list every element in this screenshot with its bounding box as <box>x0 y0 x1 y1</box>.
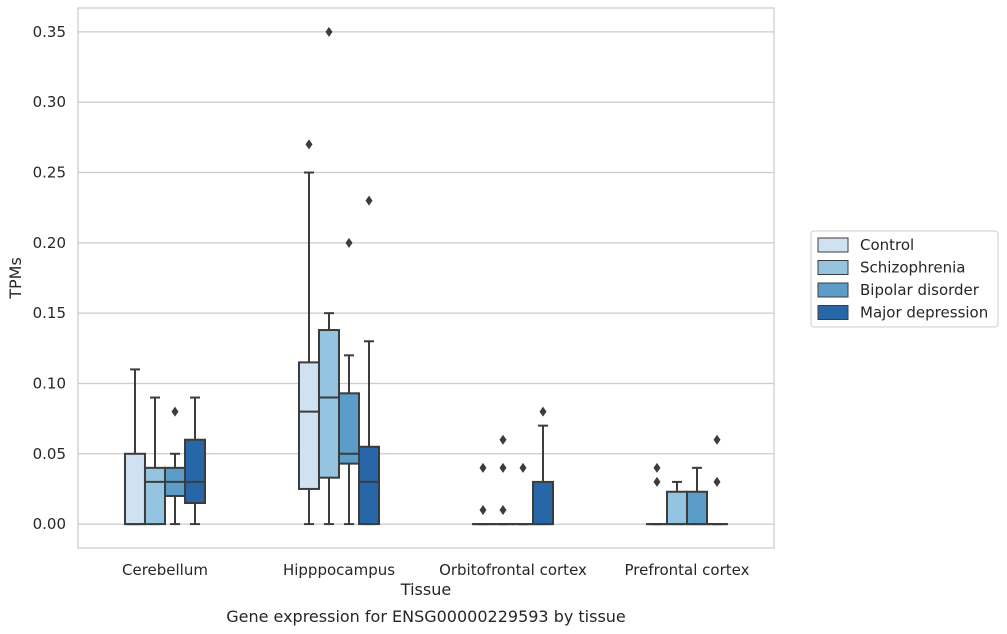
box-iqr <box>686 490 709 526</box>
legend-swatch <box>817 260 849 275</box>
x-tick-label: Orbitofrontal cortex <box>439 561 587 579</box>
box-iqr <box>317 329 340 479</box>
x-tick-label: Cerebellum <box>122 561 208 579</box>
box-iqr <box>665 490 688 526</box>
outlier-point <box>539 406 547 417</box>
x-tick-label: Prefrontal cortex <box>625 561 750 579</box>
box-control <box>123 368 146 526</box>
box-major-depression <box>706 434 729 526</box>
outlier-point <box>171 406 179 417</box>
box-schizophrenia <box>143 396 167 526</box>
outlier-point <box>345 237 353 248</box>
box-iqr <box>338 392 361 465</box>
y-tick-label: 0.05 <box>33 445 66 463</box>
box-iqr <box>123 452 146 526</box>
y-tick-label: 0.15 <box>33 304 66 322</box>
y-tick-label: 0.20 <box>33 234 66 252</box>
y-tick-label: 0.00 <box>33 515 66 533</box>
box-iqr <box>184 438 207 504</box>
outlier-point <box>305 139 313 150</box>
box-control <box>645 462 668 526</box>
boxes-group <box>123 26 729 526</box>
outlier-point <box>653 476 661 487</box>
legend-label: Bipolar disorder <box>860 281 980 299</box>
legend-label: Control <box>860 236 914 254</box>
y-tick-labels: 0.00 0.05 0.10 0.15 0.20 0.25 0.30 0.35 <box>33 23 66 533</box>
legend-frame <box>810 230 999 328</box>
box-bipolar-disorder <box>338 237 361 526</box>
box-iqr <box>532 480 555 526</box>
box-major-depression <box>358 195 381 526</box>
y-tick-label: 0.35 <box>33 23 66 41</box>
legend: Control Schizophrenia Bipolar disorder Majo… <box>810 230 999 328</box>
chart-caption: Gene expression for ENSG00000229593 by t… <box>226 607 626 626</box>
legend-swatch <box>817 305 849 320</box>
x-tick-label: Hipppocampus <box>283 561 395 579</box>
box-major-depression <box>184 396 207 526</box>
y-tick-label: 0.10 <box>33 374 66 392</box>
legend-swatch <box>817 282 849 298</box>
legend-swatch <box>817 237 849 253</box>
y-tick-label: 0.25 <box>33 164 66 182</box>
box-major-depression <box>532 406 555 526</box>
outlier-point <box>713 476 721 487</box>
outlier-point <box>479 505 487 516</box>
box-schizophrenia <box>665 480 688 526</box>
box-iqr <box>143 466 167 526</box>
x-tick-labels: Cerebellum Hipppocampus Orbitofrontal cort… <box>122 561 750 579</box>
outlier-point <box>653 462 661 473</box>
y-axis-label: TPMs <box>6 257 25 300</box>
box-iqr <box>358 445 381 526</box>
box-bipolar-disorder <box>686 466 709 526</box>
outlier-point <box>479 462 487 473</box>
outlier-point <box>499 462 507 473</box>
outlier-point <box>713 434 721 445</box>
plot-frame <box>77 7 775 549</box>
outlier-point <box>499 434 507 445</box>
outlier-point <box>519 462 527 473</box>
x-axis-label: Tissue <box>400 580 451 599</box>
outlier-point <box>325 26 333 37</box>
box-iqr <box>297 361 320 490</box>
legend-label: Major depression <box>860 304 988 322</box>
outlier-point <box>499 505 507 516</box>
legend-label: Schizophrenia <box>860 259 965 277</box>
y-tick-label: 0.30 <box>33 93 66 111</box>
outlier-point <box>365 195 373 206</box>
